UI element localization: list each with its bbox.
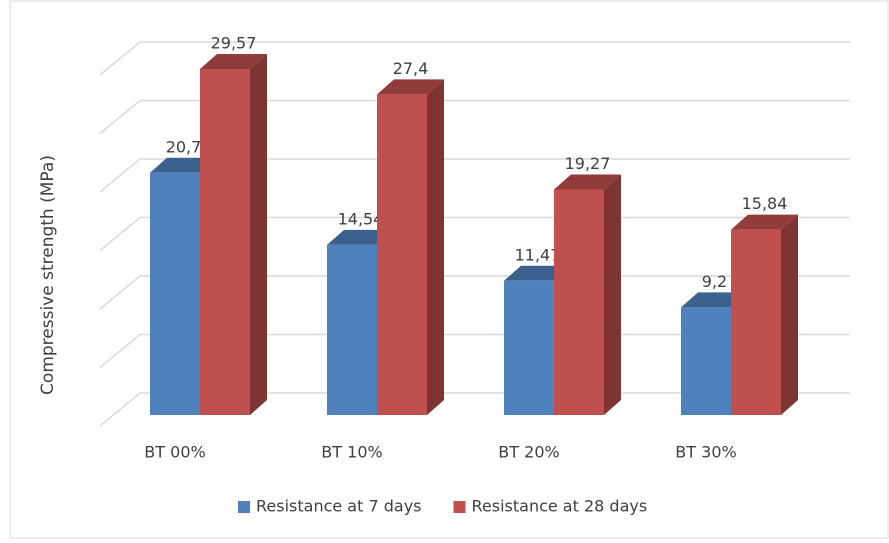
bar-side: [781, 214, 798, 415]
bar-front: [327, 244, 377, 415]
bar-top: [377, 79, 444, 95]
data-label: 9,2: [702, 272, 727, 291]
bar: [554, 174, 621, 415]
data-label: 15,84: [742, 194, 788, 213]
grid-line: [99, 41, 850, 76]
grid-line: [99, 158, 850, 193]
y-axis-title: Compressive strength (MPa): [38, 155, 58, 395]
bar-front: [554, 189, 604, 415]
bar: [200, 54, 267, 415]
bar-side: [427, 79, 444, 416]
grid-line: [99, 99, 850, 135]
legend-swatch: [453, 501, 466, 513]
x-tick-label: BT 00%: [144, 443, 205, 462]
bar: [377, 79, 444, 416]
data-label: 27,4: [393, 59, 429, 78]
bar-front: [150, 172, 200, 415]
bar-top: [554, 174, 621, 190]
data-label: 20,7: [166, 137, 202, 156]
bar: [731, 214, 798, 415]
data-label: 14,54: [338, 209, 384, 228]
bar-top: [731, 214, 798, 230]
bar-front: [377, 94, 427, 416]
bar-side: [250, 54, 267, 415]
legend-swatch: [238, 501, 250, 513]
bar-front: [200, 69, 250, 415]
x-tick-label: BT 10%: [321, 443, 382, 462]
bar-front: [504, 280, 554, 415]
bar-front: [681, 307, 731, 415]
data-label: 19,27: [565, 154, 611, 173]
legend-label: Resistance at 28 days: [472, 497, 648, 516]
bar-front: [731, 229, 781, 415]
data-label: 11,47: [515, 245, 561, 264]
legend-label: Resistance at 7 days: [256, 497, 422, 516]
bar-side: [604, 174, 621, 415]
data-label: 29,57: [211, 34, 257, 53]
bar-top: [200, 54, 267, 70]
x-tick-label: BT 20%: [498, 443, 559, 462]
x-tick-label: BT 30%: [675, 443, 736, 462]
